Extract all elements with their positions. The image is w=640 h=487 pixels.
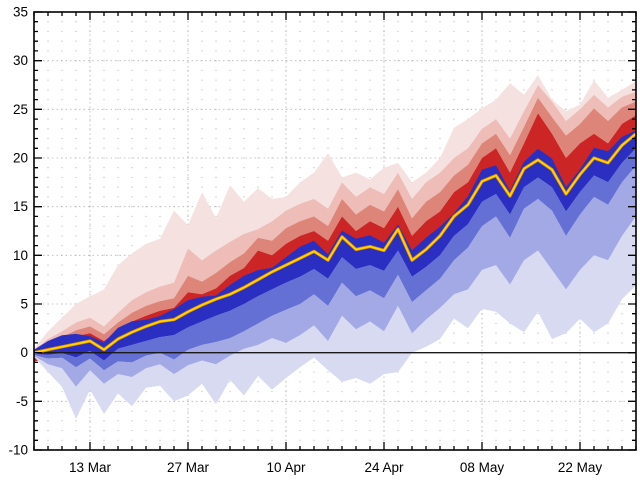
y-tick-label: 15 (13, 199, 28, 214)
y-tick-label: -5 (16, 394, 28, 409)
x-tick-label: 24 Apr (364, 460, 404, 475)
y-tick-label: 10 (13, 248, 28, 263)
plot-frame (33, 11, 637, 451)
x-tick-label: 13 Mar (69, 460, 112, 475)
y-tick-label: 25 (13, 102, 28, 117)
y-tick-label: 35 (13, 5, 28, 20)
x-tick-label: 27 Mar (167, 460, 210, 475)
axis-ticks (33, 11, 637, 451)
band-red-90-80 (34, 85, 636, 351)
band-blue-35-20 (34, 148, 636, 371)
x-tick-label: 10 Apr (266, 460, 306, 475)
band-blue-10-min (34, 216, 636, 419)
y-tick-label: 5 (20, 297, 28, 312)
band-red-80-65 (34, 97, 636, 352)
y-tick-label: -10 (8, 443, 28, 458)
band-blue-20-10 (34, 165, 636, 387)
x-tick-label: 22 May (558, 460, 603, 475)
median-line (33, 133, 637, 354)
y-tick-label: 30 (13, 53, 28, 68)
y-tick-label: 20 (13, 151, 28, 166)
y-tick-label: 0 (20, 345, 28, 360)
x-tick-label: 08 May (460, 460, 505, 475)
